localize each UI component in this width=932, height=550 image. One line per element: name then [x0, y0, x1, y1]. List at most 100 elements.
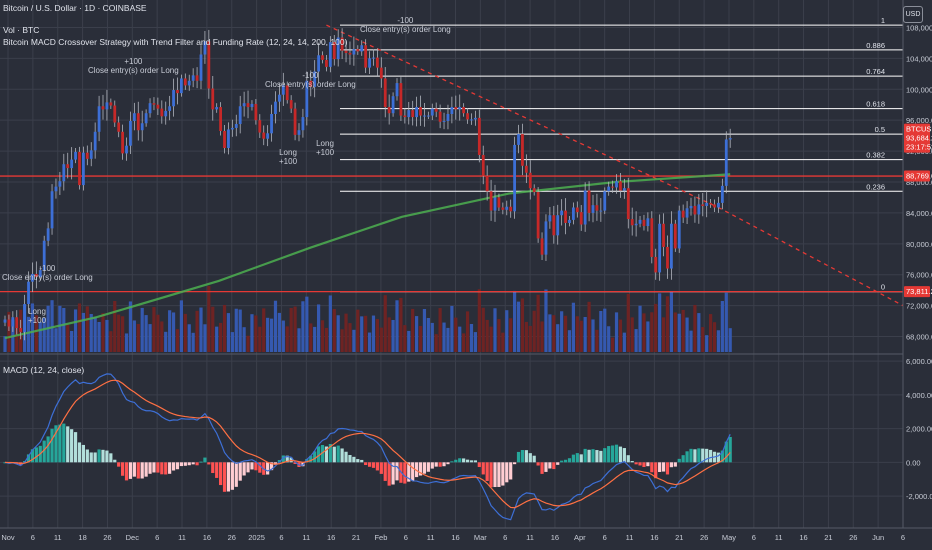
current-price-tag-text: 93,684.21	[906, 134, 932, 143]
candle-body	[270, 114, 273, 134]
volume-bar	[462, 333, 466, 352]
volume-bar	[634, 329, 638, 352]
macd-hist-bar	[281, 455, 285, 463]
volume-bar	[58, 305, 62, 352]
macd-hist-bar	[305, 459, 309, 463]
macd-hist-bar	[124, 462, 129, 481]
macd-hist-bar	[485, 462, 489, 481]
candle-body	[281, 85, 285, 95]
current-price-tag-text: BTCUSD	[906, 125, 932, 134]
macd-hist-bar	[242, 462, 246, 476]
volume-bar	[607, 326, 611, 352]
volume-bar	[277, 312, 281, 352]
macd-hist-bar	[175, 462, 180, 470]
volume-bar	[50, 300, 54, 352]
volume-bar	[403, 325, 407, 352]
macd-hist-bar	[144, 462, 148, 477]
volume-bar	[626, 293, 630, 352]
volume-bar	[422, 309, 427, 352]
candle-body	[654, 256, 658, 273]
candle-body	[321, 55, 324, 60]
macd-hist-bar	[583, 448, 587, 463]
candle-body	[160, 108, 164, 117]
macd-hist-bar	[611, 445, 615, 463]
candle-body	[23, 304, 26, 332]
candle-body	[109, 102, 113, 106]
volume-bar	[450, 305, 454, 352]
macd-hist-bar	[136, 462, 140, 479]
candle-body	[101, 106, 105, 110]
annotation-text: Long +100	[28, 307, 47, 325]
volume-bar	[524, 321, 528, 352]
macd-hist-bar	[673, 462, 677, 467]
candle-body	[607, 186, 611, 192]
macd-hist-bar	[395, 462, 399, 481]
x-tick-label: 6	[503, 533, 507, 542]
volume-bar	[207, 286, 211, 352]
volume-bar	[160, 321, 164, 352]
candle-body	[462, 107, 466, 114]
volume-bar	[250, 314, 254, 352]
price-tick-label: 88,000.00	[906, 178, 932, 187]
volume-bar	[219, 322, 223, 352]
volume-bar	[344, 313, 348, 352]
volume-bar	[367, 332, 372, 352]
volume-bar	[38, 321, 42, 352]
volume-bar	[552, 315, 556, 352]
volume-bar	[309, 323, 313, 352]
volume-bar	[379, 327, 383, 352]
volume-bar	[716, 330, 721, 352]
candle-body	[105, 102, 109, 110]
macd-hist-bar	[669, 462, 673, 468]
volume-bar	[30, 303, 35, 352]
candle-body	[626, 188, 630, 220]
fib-label: 0.764	[866, 67, 885, 76]
volume-bar	[109, 331, 113, 352]
macd-hist-bar	[634, 462, 638, 465]
volume-bar	[340, 329, 344, 352]
x-tick-label: 6	[752, 533, 756, 542]
macd-hist-bar	[595, 450, 599, 463]
currency-button[interactable]: USD	[903, 6, 923, 23]
volume-bar	[199, 307, 203, 352]
macd-hist-bar	[720, 450, 724, 463]
volume-bar	[62, 308, 66, 352]
candle-body	[97, 106, 101, 132]
candle-body	[223, 131, 226, 148]
candle-body	[599, 210, 603, 212]
candle-body	[297, 130, 301, 135]
macd-hist-bar	[383, 462, 387, 481]
macd-line	[4, 373, 731, 521]
annotation-text: -100 Close entry(s) order Long	[265, 71, 356, 89]
level-low-tag-text: 73,811.20	[906, 287, 932, 296]
level-high-tag-text: 88,769.69	[906, 172, 932, 181]
macd-hist-bar	[62, 423, 66, 463]
price-tick-label: 96,000.00	[906, 116, 932, 125]
candle-body	[458, 107, 462, 110]
candle-body	[38, 270, 42, 278]
macd-hist-bar	[148, 462, 152, 474]
candle-body	[615, 181, 618, 188]
volume-bar	[242, 327, 246, 352]
macd-hist-bar	[560, 460, 564, 463]
macd-hist-bar	[391, 462, 395, 485]
volume-bar	[544, 289, 548, 352]
volume-bar	[42, 317, 46, 352]
symbol-title: Bitcoin / U.S. Dollar · 1D · COINBASE	[3, 3, 147, 13]
candle-body	[74, 151, 77, 160]
volume-bar	[140, 307, 144, 352]
macd-hist-bar	[132, 462, 136, 477]
volume-bar	[258, 326, 262, 352]
volume-bar	[164, 331, 168, 352]
volume-bar	[179, 300, 183, 352]
macd-hist-bar	[199, 461, 203, 463]
volume-bar	[97, 322, 101, 352]
volume-bar	[642, 313, 646, 352]
volume-bar	[701, 327, 705, 352]
macd-hist-bar	[505, 462, 509, 483]
candle-body	[360, 45, 364, 52]
candle-body	[31, 273, 34, 282]
macd-hist-bar	[73, 432, 78, 463]
